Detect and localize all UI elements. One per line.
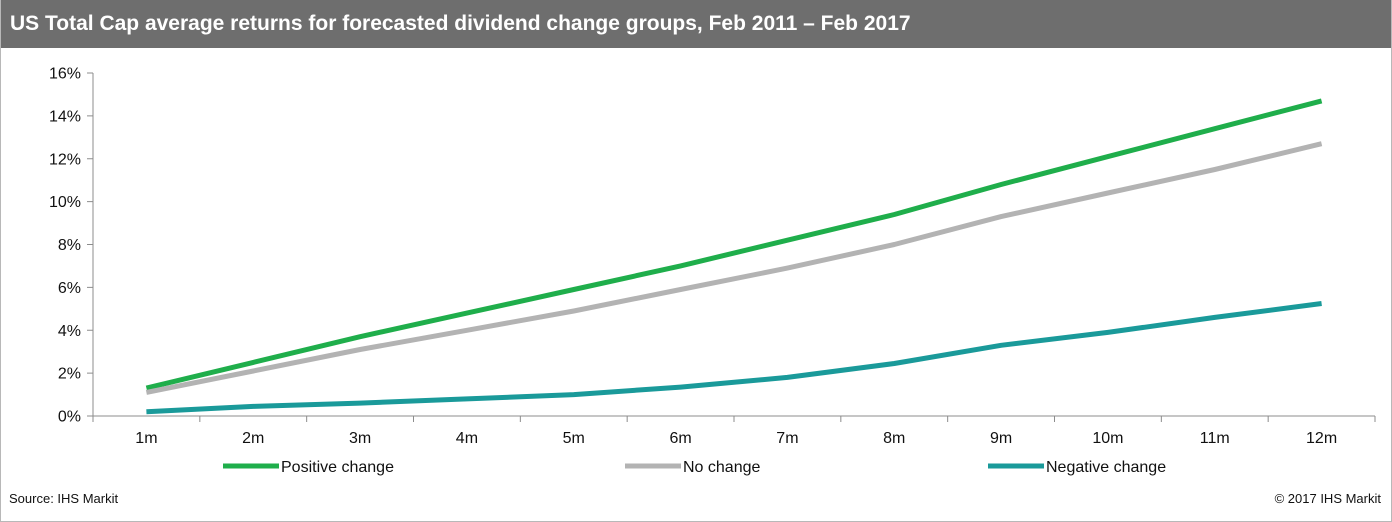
legend-label-1: Positive change bbox=[281, 459, 394, 476]
legend: Positive change No change Negative change bbox=[223, 459, 1166, 476]
series-line-2 bbox=[145, 141, 1323, 395]
x-axis: 1m 2m 3m 4m 5m 6m 7m 8m 9m 10m 11m 12m bbox=[92, 415, 1376, 447]
legend-label-3: Negative change bbox=[1046, 459, 1166, 476]
x-tick-label: 10m bbox=[1092, 430, 1123, 447]
y-tick-label: 0% bbox=[58, 409, 81, 426]
chart-title: US Total Cap average returns for forecas… bbox=[1, 0, 1391, 48]
y-tick-label: 2% bbox=[58, 366, 81, 383]
y-tick-label: 16% bbox=[49, 66, 81, 83]
x-tick-label: 2m bbox=[242, 430, 264, 447]
x-tick-label: 5m bbox=[563, 430, 585, 447]
y-tick-label: 8% bbox=[58, 237, 81, 254]
y-tick-label: 4% bbox=[58, 323, 81, 340]
x-tick-label: 7m bbox=[776, 430, 798, 447]
series-layer bbox=[145, 98, 1323, 415]
y-tick-label: 6% bbox=[58, 280, 81, 297]
source-note: Source: IHS Markit bbox=[9, 491, 119, 506]
y-axis: 0% 2% 4% 6% 8% 10% 12% 14% 16% bbox=[49, 66, 94, 426]
y-tick-label: 10% bbox=[49, 194, 81, 211]
x-tick-label: 3m bbox=[349, 430, 371, 447]
x-tick-label: 12m bbox=[1306, 430, 1337, 447]
x-tick-label: 4m bbox=[456, 430, 478, 447]
x-tick-label: 1m bbox=[135, 430, 157, 447]
x-tick-label: 6m bbox=[669, 430, 691, 447]
legend-label-2: No change bbox=[683, 459, 760, 476]
x-tick-label: 11m bbox=[1200, 430, 1230, 447]
copyright-note: © 2017 IHS Markit bbox=[1274, 491, 1381, 506]
x-tick-label: 9m bbox=[990, 430, 1012, 447]
series-line-3 bbox=[146, 301, 1322, 415]
line-chart: 0% 2% 4% 6% 8% 10% 12% 14% 16% 1m 2m 3m 4m 5m 6m 7m 8m 9… bbox=[49, 66, 1376, 476]
y-tick-label: 14% bbox=[49, 108, 81, 125]
x-tick-label: 8m bbox=[883, 430, 905, 447]
series-line-1 bbox=[145, 98, 1323, 391]
y-tick-label: 12% bbox=[49, 151, 81, 168]
